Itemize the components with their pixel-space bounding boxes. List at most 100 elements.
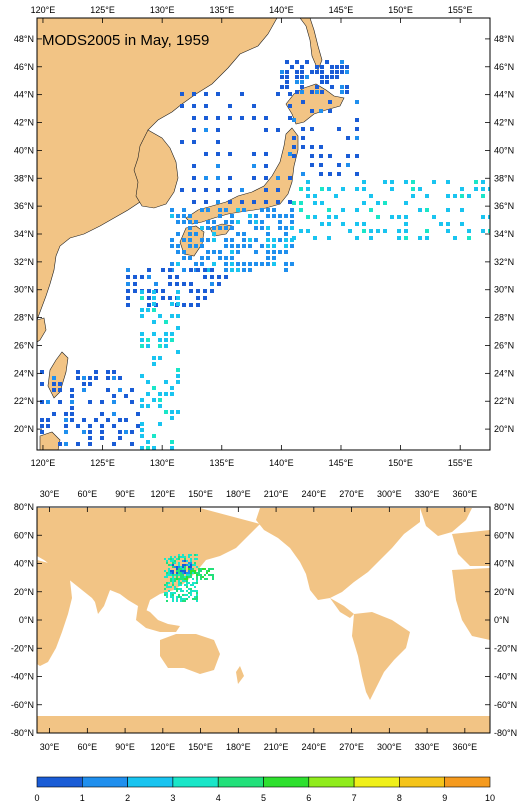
observation-marker	[52, 376, 56, 380]
observation-marker	[260, 244, 264, 248]
observation-marker	[146, 392, 150, 396]
observation-marker	[474, 187, 478, 191]
observation-marker	[254, 250, 258, 254]
observation-marker	[446, 194, 450, 198]
observation-marker	[305, 60, 309, 64]
observation-marker	[432, 180, 436, 184]
observation-marker	[154, 282, 158, 286]
regional-map: MODS2005 in May, 1959 120°E 120°E 125°E 125…	[14, 5, 514, 468]
global-lon-label-top: 270°E	[339, 489, 364, 499]
observation-marker	[328, 100, 332, 104]
observation-marker	[203, 289, 207, 293]
observation-marker	[190, 568, 192, 570]
colorbar-segment	[399, 776, 445, 788]
observation-marker	[260, 220, 264, 224]
observation-marker	[340, 60, 344, 64]
global-lon-label-bottom: 180°E	[226, 742, 251, 752]
observation-marker	[212, 220, 216, 224]
observation-marker	[285, 70, 289, 74]
observation-marker	[218, 214, 222, 218]
observation-marker	[192, 200, 196, 204]
observation-marker	[170, 556, 172, 558]
observation-marker	[168, 582, 170, 584]
observation-marker	[278, 250, 282, 254]
observation-marker	[228, 188, 232, 192]
observation-marker	[264, 152, 268, 156]
observation-marker	[319, 154, 323, 158]
observation-marker	[337, 127, 341, 131]
observation-marker	[190, 574, 192, 576]
observation-marker	[194, 554, 196, 556]
observation-marker	[133, 275, 137, 279]
observation-marker	[52, 382, 56, 386]
observation-marker	[319, 163, 323, 167]
observation-marker	[306, 180, 310, 184]
observation-marker	[206, 578, 208, 580]
observation-marker	[204, 578, 206, 580]
observation-marker	[301, 172, 305, 176]
observation-marker	[176, 232, 180, 236]
observation-marker	[182, 580, 184, 582]
observation-marker	[266, 238, 270, 242]
observation-marker	[285, 85, 289, 89]
africa-landmass	[37, 560, 72, 666]
observation-marker	[88, 436, 92, 440]
observation-marker	[320, 65, 324, 69]
observation-marker	[242, 208, 246, 212]
observation-marker	[180, 566, 182, 568]
observation-marker	[313, 215, 317, 219]
observation-marker	[196, 596, 198, 598]
regional-lon-label-bottom: 150°E	[388, 458, 413, 468]
observation-marker	[418, 236, 422, 240]
observation-marker	[230, 238, 234, 242]
observation-marker	[194, 562, 196, 564]
observation-marker	[272, 238, 276, 242]
observation-marker	[355, 236, 359, 240]
observation-marker	[175, 275, 179, 279]
observation-marker	[334, 194, 338, 198]
observation-marker	[310, 145, 314, 149]
observation-marker	[224, 256, 228, 260]
regional-lat-label-left: 20°N	[14, 424, 34, 434]
observation-marker	[186, 594, 188, 596]
observation-marker	[310, 70, 314, 74]
observation-marker	[180, 104, 184, 108]
observation-marker	[206, 208, 210, 212]
observation-marker	[133, 289, 137, 293]
observation-marker	[192, 598, 194, 600]
regional-lat-label-right: 24°N	[494, 368, 514, 378]
observation-marker	[228, 176, 232, 180]
observation-marker	[164, 392, 168, 396]
observation-marker	[176, 350, 180, 354]
observation-marker	[218, 250, 222, 254]
observation-marker	[188, 214, 192, 218]
observation-marker	[242, 232, 246, 236]
observation-marker	[236, 232, 240, 236]
observation-marker	[188, 570, 190, 572]
observation-marker	[204, 128, 208, 132]
observation-marker	[346, 163, 350, 167]
observation-marker	[335, 65, 339, 69]
observation-marker	[76, 442, 80, 446]
colorbar-segment	[308, 776, 355, 788]
colorbar-label: 6	[306, 793, 311, 803]
observation-marker	[439, 222, 443, 226]
observation-marker	[284, 244, 288, 248]
observation-marker	[76, 370, 80, 374]
observation-marker	[425, 229, 429, 233]
observation-marker	[140, 434, 144, 438]
colorbar-label: 9	[442, 793, 447, 803]
observation-marker	[174, 580, 176, 582]
colorbar-label: 1	[80, 793, 85, 803]
observation-marker	[146, 344, 150, 348]
observation-marker	[188, 582, 190, 584]
observation-marker	[180, 584, 182, 586]
observation-marker	[446, 208, 450, 212]
observation-marker	[140, 290, 144, 294]
observation-marker	[152, 308, 156, 312]
observation-marker	[186, 564, 188, 566]
observation-marker	[194, 572, 196, 574]
regional-lat-label-right: 46°N	[494, 62, 514, 72]
observation-marker	[186, 576, 188, 578]
observation-marker	[206, 238, 210, 242]
